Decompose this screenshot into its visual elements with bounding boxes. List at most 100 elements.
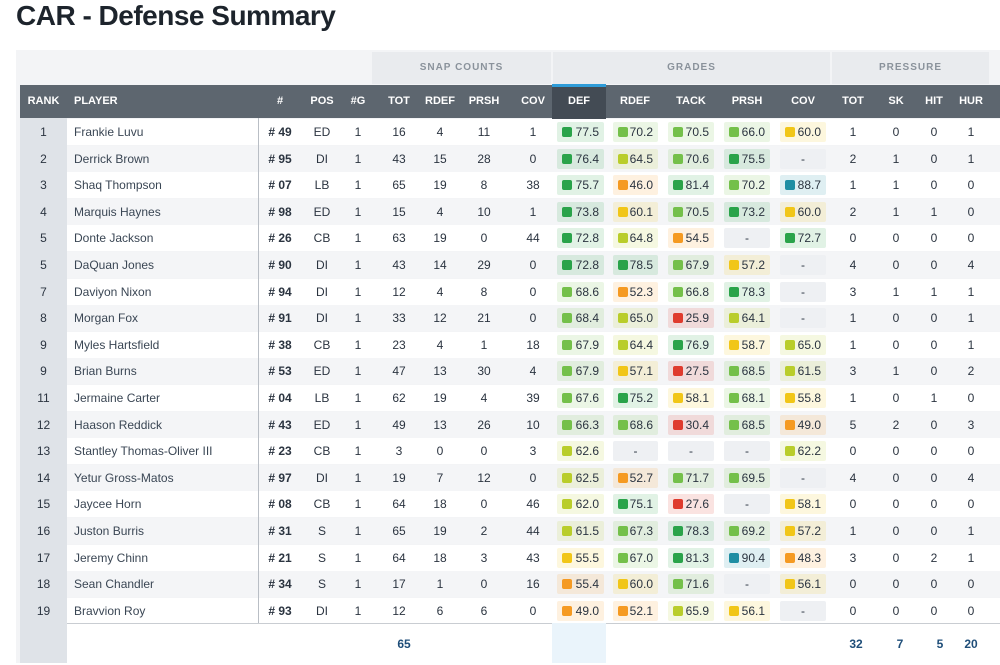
column-header-jersey[interactable]: # [276, 95, 284, 107]
jersey-number: # 97 [268, 470, 292, 485]
snap-cov: 0 [529, 311, 537, 326]
player-name[interactable]: Bravvion Roy [74, 603, 146, 618]
player-name[interactable]: Myles Hartsfield [74, 337, 160, 352]
games: 1 [354, 524, 362, 538]
column-header-grade-rdef[interactable]: RDEF [620, 95, 650, 107]
player-name[interactable]: Donte Jackson [74, 231, 154, 246]
grade-color-swatch [673, 552, 683, 563]
grade-def-cell: 67.9 [557, 361, 604, 382]
grade-color-swatch [785, 180, 795, 191]
grade-color-swatch [562, 260, 572, 270]
column-header-pr-sk[interactable]: SK [888, 95, 904, 107]
grade-rdef-cell: 52.3 [613, 281, 658, 302]
total-pressure-sk: 7 [896, 637, 904, 651]
table-row [67, 491, 1000, 518]
column-header-rank[interactable]: RANK [27, 95, 60, 107]
player-name[interactable]: Jeremy Chinn [74, 550, 149, 565]
player-name[interactable]: Yetur Gross-Matos [74, 470, 174, 485]
grade-color-swatch [673, 472, 683, 483]
rank: 13 [36, 444, 51, 459]
column-header-snap-rdef[interactable]: RDEF [425, 95, 455, 107]
pressure-hur: 2 [967, 364, 975, 379]
snap-rdef: 6 [436, 603, 444, 618]
snap-cov: 43 [526, 550, 540, 565]
games: 1 [354, 125, 362, 139]
grade-rdef-cell: 60.1 [613, 201, 658, 222]
grade-cov-cell: 88.7 [780, 175, 826, 196]
player-name[interactable]: Frankie Luvu [74, 125, 144, 139]
column-header-snap-prsh[interactable]: PRSH [468, 95, 500, 107]
games: 1 [354, 603, 362, 618]
player-name[interactable]: Shaq Thompson [74, 178, 162, 193]
column-header-player[interactable]: PLAYER [74, 95, 118, 107]
player-name[interactable]: Marquis Haynes [74, 204, 161, 219]
pressure-hit: 1 [930, 284, 938, 299]
player-name[interactable]: Daviyon Nixon [74, 284, 152, 299]
player-name[interactable]: Morgan Fox [74, 311, 139, 326]
grade-rdef-value: 52.1 [629, 603, 653, 618]
column-header-pos[interactable]: POS [310, 95, 334, 107]
grade-tack-value: 71.7 [685, 470, 709, 485]
snap-tot: 17 [392, 577, 406, 592]
column-header-grade-cov[interactable]: COV [791, 95, 815, 107]
grade-cov-cell: - [780, 467, 826, 488]
grade-def-cell: 68.4 [557, 308, 604, 329]
pressure-hit: 2 [930, 550, 938, 565]
grade-def-value: 49.0 [575, 603, 599, 618]
player-name[interactable]: Brian Burns [74, 364, 137, 379]
grade-rdef-cell: 57.1 [613, 361, 658, 382]
column-header-grade-def[interactable]: DEF [568, 95, 590, 107]
grade-cov-value: - [801, 311, 805, 326]
snap-rdef: 15 [433, 151, 447, 166]
column-header-pr-hit[interactable]: HIT [925, 95, 943, 107]
grade-prsh-cell: 75.5 [724, 148, 770, 169]
snap-rdef: 18 [433, 550, 447, 565]
pressure-sk: 1 [892, 204, 900, 219]
snap-cov: 39 [526, 391, 540, 405]
grade-cov-value: 58.1 [797, 497, 821, 512]
snap-tot: 3 [395, 444, 403, 459]
snap-tot: 49 [392, 417, 406, 432]
grade-prsh-cell: 73.2 [724, 201, 770, 222]
rank: 9 [40, 337, 47, 352]
grade-cov-cell: 56.1 [780, 574, 826, 595]
def-column-footer [552, 623, 606, 663]
pressure-hur: 4 [967, 258, 975, 272]
player-name[interactable]: Haason Reddick [74, 417, 163, 432]
grade-rdef-cell: 67.3 [613, 521, 658, 541]
grade-tack-value: 30.4 [685, 417, 709, 432]
column-header-snap-cov[interactable]: COV [521, 95, 545, 107]
grade-cov-value: 49.0 [797, 417, 821, 432]
grade-tack-cell: 54.5 [668, 228, 714, 249]
rank: 9 [40, 364, 47, 379]
snap-tot: 63 [392, 231, 406, 246]
player-name[interactable]: Jaycee Horn [74, 497, 142, 512]
pressure-hit: 0 [930, 497, 938, 512]
player-name[interactable]: Derrick Brown [74, 151, 150, 166]
games: 1 [354, 284, 362, 299]
grade-cov-cell: 49.0 [780, 414, 826, 435]
grade-cov-cell: 60.0 [780, 201, 826, 222]
grade-color-swatch [785, 446, 795, 457]
games: 1 [354, 497, 362, 512]
rank: 11 [37, 391, 50, 405]
snap-prsh: 21 [477, 311, 491, 326]
column-header-pr-tot[interactable]: TOT [842, 95, 864, 107]
grade-color-swatch [618, 499, 628, 510]
player-name[interactable]: Stantley Thomas-Oliver III [74, 444, 213, 459]
column-header-pr-hur[interactable]: HUR [959, 95, 983, 107]
player-name[interactable]: Jermaine Carter [74, 391, 161, 405]
grade-cov-cell: - [780, 255, 826, 275]
pressure-tot: 1 [849, 125, 857, 139]
column-header-games[interactable]: #G [350, 95, 366, 107]
column-header-grade-prsh[interactable]: PRSH [731, 95, 763, 107]
player-name[interactable]: Sean Chandler [74, 577, 155, 592]
player-name[interactable]: Juston Burris [74, 524, 145, 538]
column-header-grade-tack[interactable]: TACK [676, 95, 706, 107]
rank: 16 [36, 524, 51, 538]
rank: 4 [40, 204, 47, 219]
column-header-snap-tot[interactable]: TOT [388, 95, 410, 107]
player-name[interactable]: DaQuan Jones [74, 258, 155, 272]
grade-color-swatch [618, 393, 628, 403]
grade-cov-cell: 72.7 [780, 228, 826, 249]
